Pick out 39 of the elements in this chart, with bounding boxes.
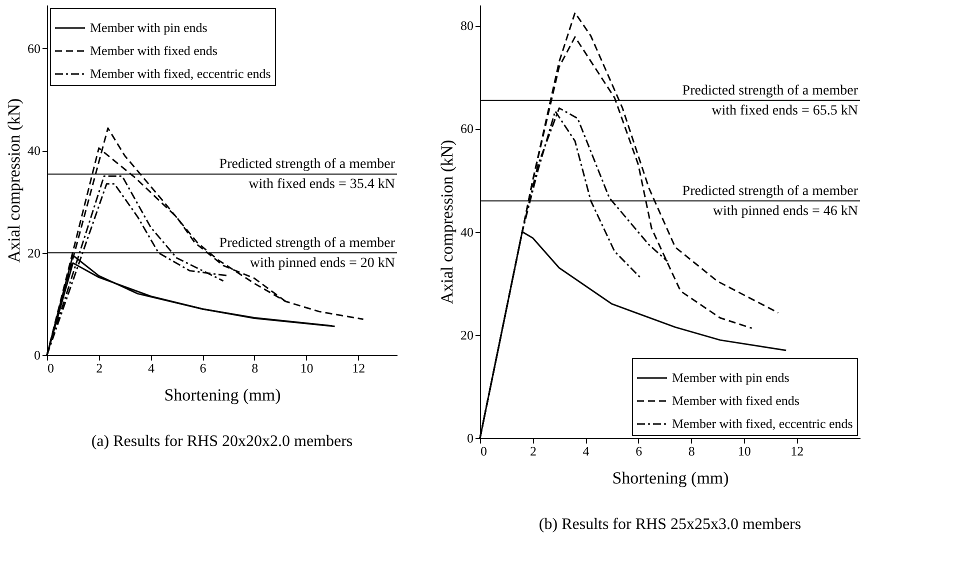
legend-label: Member with pin ends [672,370,790,385]
y-axis-title: Axial compression (kN) [438,140,456,304]
x-tick-label: 12 [790,444,804,458]
text: (a) Results for RHS 20x20x2.0 members [91,433,353,450]
y-axis-title: Axial compression (kN) [4,98,24,263]
y-tick-label: 40 [28,143,40,158]
x-axis-title: Shortening (mm) [612,468,729,488]
y-tick-label: 60 [28,40,40,56]
x-tick-label: 4 [148,360,155,376]
legend-label: Member with pin ends [90,20,208,35]
ref-line-label: Predicted strength of a member with fixed ends = 35.4 kN [219,157,396,192]
x-tick-label: 2 [96,360,103,376]
x-tick-label: 12 [352,360,366,376]
x-tick-label: 4 [582,444,590,458]
x-tick-label: 10 [738,444,751,458]
legend-label: Member with fixed ends [672,393,800,408]
x-tick-label: 8 [688,444,695,458]
ref-line-label: Predicted strength of a member with fixed ends = 65.5 kN [682,83,858,118]
x-tick-label: 6 [200,360,207,376]
legend-label: Member with fixed, eccentric ends [672,416,853,431]
legend-label: Member with fixed, eccentric ends [90,66,271,81]
text: (b) Results for RHS 25x25x3.0 members [538,516,802,533]
x-tick-label: 0 [480,444,487,458]
y-tick-label: 20 [460,327,474,342]
x-tick-label: 10 [300,360,314,376]
x-tick-label: 8 [252,360,258,376]
y-tick-label: 40 [460,224,474,240]
y-tick-label: 0 [467,430,474,446]
y-tick-label: 20 [28,245,40,260]
x-tick-label: 6 [636,444,643,458]
x-axis-title: Shortening (mm) [164,386,281,404]
legend-label: Member with fixed ends [90,43,218,58]
x-tick-label: 2 [530,444,537,458]
x-tick-label: 0 [48,360,54,376]
y-tick-label: 60 [460,121,474,136]
ref-line-label: Predicted strength of a member with pinned ends = 20 kN [219,236,396,271]
y-tick-label: 0 [34,348,40,362]
y-tick-label: 80 [460,18,474,34]
ref-line-label: Predicted strength of a member with pinned ends = 46 kN [682,184,858,219]
